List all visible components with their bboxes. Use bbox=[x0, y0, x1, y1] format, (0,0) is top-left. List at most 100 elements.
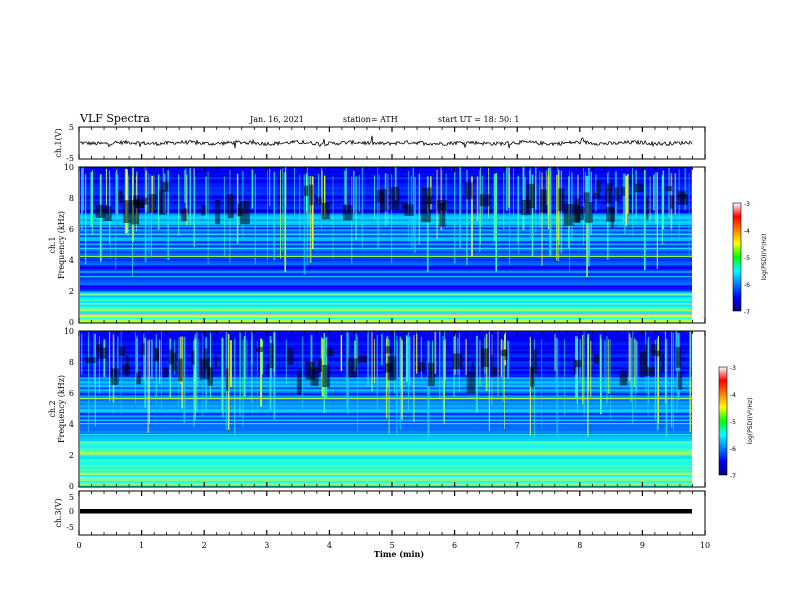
spectrogram-band bbox=[80, 439, 692, 442]
sferic-streak bbox=[355, 333, 358, 368]
spectrogram-band bbox=[80, 331, 692, 334]
spectrogram-dark-patch bbox=[606, 206, 615, 222]
sferic-streak bbox=[273, 332, 276, 373]
sferic-streak bbox=[309, 176, 312, 263]
spectrogram-dark-patch bbox=[357, 355, 368, 363]
sferic-streak bbox=[406, 335, 408, 382]
spectrogram-band bbox=[80, 465, 692, 468]
sferic-streak bbox=[466, 169, 468, 266]
ch2-spec-ytick-0: 0 bbox=[69, 482, 74, 491]
spectrogram-dark-patch bbox=[452, 353, 463, 370]
ch2-spec-ytick-8: 8 bbox=[69, 358, 74, 367]
spectrogram-band bbox=[80, 303, 692, 306]
sferic-streak bbox=[260, 338, 263, 407]
sferic-streak bbox=[361, 167, 364, 247]
spectrogram-band bbox=[80, 243, 692, 246]
spectrogram-dark-patch bbox=[96, 344, 102, 351]
sferic-streak bbox=[159, 339, 161, 384]
sferic-streak bbox=[533, 339, 535, 437]
header-start-time: start UT = 18: 50: 1 bbox=[438, 115, 519, 124]
sferic-streak bbox=[284, 173, 286, 216]
sferic-streak bbox=[661, 175, 663, 245]
ch3-waveform-ticks bbox=[78, 491, 706, 535]
sferic-streak bbox=[513, 168, 514, 216]
spectrogram-band bbox=[80, 481, 692, 484]
sferic-streak bbox=[81, 168, 83, 230]
sferic-streak bbox=[377, 167, 379, 250]
spectrogram-dark-patch bbox=[583, 192, 590, 203]
spectrogram-dark-patch bbox=[677, 371, 683, 390]
sferic-streak bbox=[285, 339, 287, 385]
sferic-streak bbox=[251, 169, 254, 209]
sferic-streak bbox=[625, 175, 628, 226]
ch2-spec-ytick-2: 2 bbox=[69, 451, 74, 460]
ch3-ylabel: ch.3(V) bbox=[54, 498, 63, 527]
spectrogram-dark-patch bbox=[665, 186, 672, 192]
sferic-streak bbox=[628, 332, 631, 382]
sferic-streak bbox=[344, 170, 347, 205]
sferic-streak bbox=[353, 170, 355, 214]
ch1-waveform-panel: 5 -5 ch.1(V) bbox=[54, 123, 706, 163]
sferic-streak bbox=[476, 176, 479, 222]
ch3-ytick-top: 5 bbox=[69, 493, 74, 502]
sferic-streak bbox=[210, 332, 211, 397]
sferic-streak bbox=[560, 170, 563, 253]
spectrogram-line bbox=[80, 455, 692, 457]
ch2-spectrogram-image bbox=[80, 331, 705, 488]
spectrogram-dark-patch bbox=[148, 194, 156, 213]
sferic-streak bbox=[401, 339, 403, 414]
sferic-streak bbox=[197, 338, 199, 386]
x-tick-label: 0 bbox=[76, 541, 81, 550]
sferic-streak bbox=[324, 175, 326, 218]
sferic-streak bbox=[649, 176, 651, 222]
spectrogram-band bbox=[80, 311, 692, 314]
spectrogram-dark-patch bbox=[309, 184, 314, 206]
header-date: Jan. 16, 2021 bbox=[249, 115, 304, 124]
sferic-streak bbox=[524, 176, 527, 214]
spectrogram-dark-patch bbox=[585, 202, 593, 223]
spectrogram-dark-patch bbox=[207, 367, 213, 386]
spectrogram-dark-patch bbox=[471, 362, 475, 372]
sferic-streak bbox=[427, 340, 429, 438]
spectrogram-band bbox=[80, 337, 692, 340]
spectrogram-band bbox=[80, 485, 692, 488]
spectrogram-band bbox=[80, 321, 692, 324]
spectrogram-line bbox=[80, 316, 692, 318]
ch1-cb-tick-m6: -6 bbox=[744, 282, 750, 289]
sferic-streak bbox=[183, 336, 186, 424]
spectrogram-dark-patch bbox=[426, 195, 433, 204]
spectrogram-band bbox=[80, 319, 692, 322]
sferic-streak bbox=[557, 174, 560, 262]
sferic-streak bbox=[354, 340, 356, 372]
ch1-spectrogram-yticks: 0 2 4 6 8 10 bbox=[64, 163, 74, 327]
spectrogram-band bbox=[80, 277, 692, 280]
spectrogram-dark-patch bbox=[385, 346, 392, 354]
spectrogram-dark-patch bbox=[574, 360, 582, 368]
sferic-streak bbox=[503, 172, 505, 230]
spectrogram-line bbox=[80, 307, 692, 309]
sferic-streak bbox=[420, 336, 422, 379]
sferic-streak bbox=[582, 334, 584, 405]
spectrogram-band bbox=[80, 257, 692, 260]
spectrogram-dark-patch bbox=[500, 349, 508, 356]
sferic-streak bbox=[643, 170, 646, 271]
ch1-colorbar-gradient bbox=[732, 202, 742, 312]
spectrogram-band bbox=[80, 463, 692, 466]
sferic-streak bbox=[387, 174, 389, 225]
sferic-streak bbox=[285, 167, 286, 226]
spectrogram-dark-patch bbox=[574, 198, 581, 223]
sferic-streak bbox=[662, 170, 665, 230]
spectrogram-line bbox=[80, 294, 692, 296]
sferic-streak bbox=[169, 338, 172, 398]
spectrogram-dark-patch bbox=[86, 357, 96, 364]
sferic-streak bbox=[399, 340, 401, 430]
ch2-cb-tick-m6: -6 bbox=[730, 446, 736, 453]
sferic-streak bbox=[374, 175, 375, 220]
spectrogram-dark-patch bbox=[479, 194, 490, 207]
ch2-spec-channel-label: ch.2 bbox=[48, 400, 57, 417]
sferic-streak bbox=[413, 335, 415, 422]
sferic-streak bbox=[622, 173, 624, 226]
spectrogram-dark-patch bbox=[103, 206, 112, 221]
sferic-streak bbox=[153, 175, 155, 213]
spectrogram-dark-patch bbox=[390, 186, 400, 210]
